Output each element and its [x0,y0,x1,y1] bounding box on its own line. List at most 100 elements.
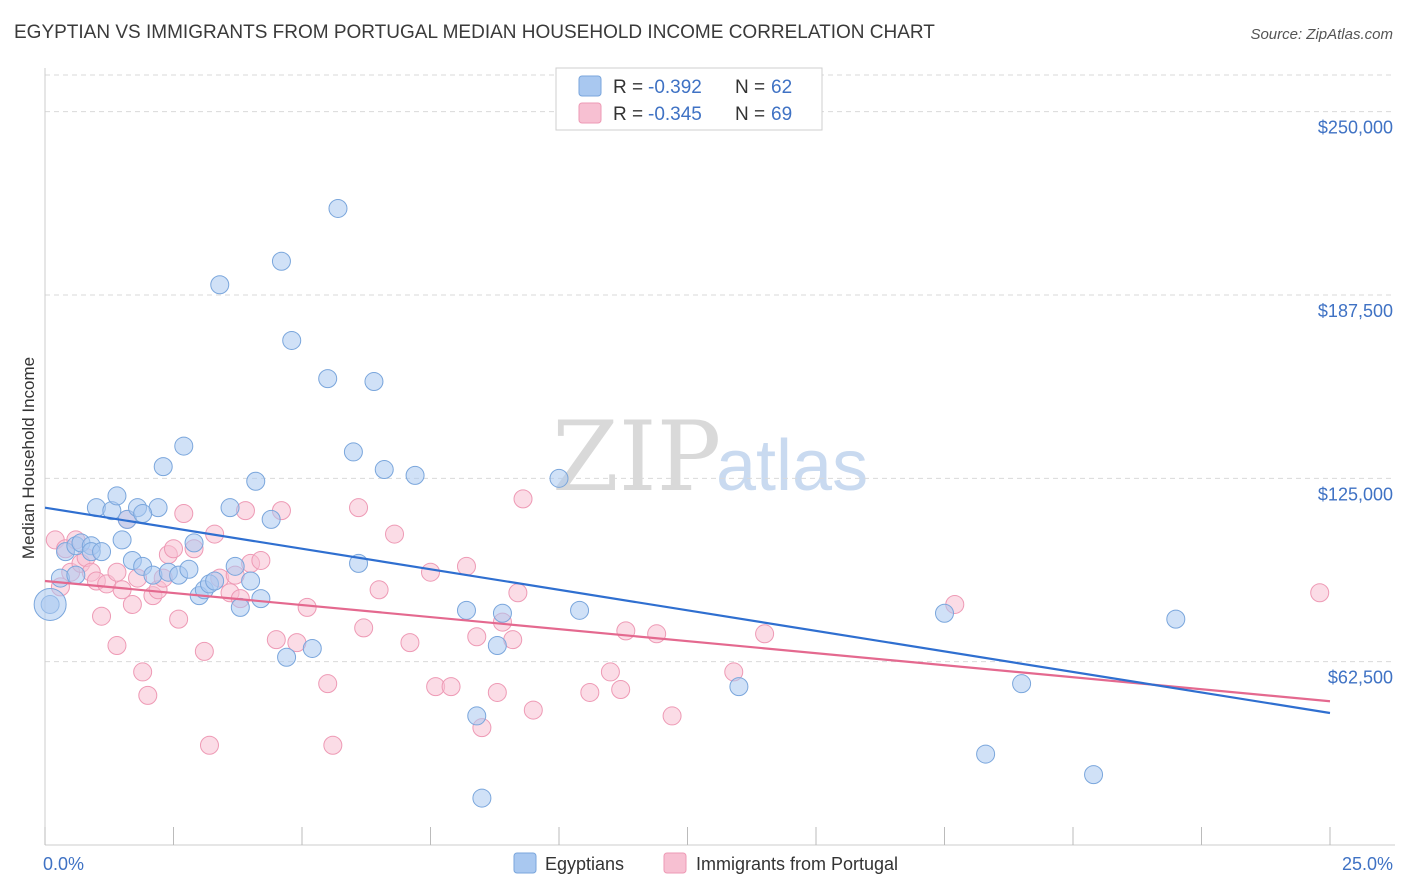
legend-n-value-egyptians: 62 [771,77,792,98]
x-tick-label-min: 0.0% [43,854,84,874]
portugal-point [107,636,127,656]
egyptians-point [153,457,173,477]
legend-r-value-egyptians: -0.392 [648,77,702,98]
egyptians-point [976,744,996,764]
egyptians-point [205,571,225,591]
egyptians-point [184,533,204,553]
egyptians-point [282,330,302,350]
egyptians-point [251,589,271,609]
axes [44,68,1395,846]
portugal-point [235,501,255,521]
egyptians-point [143,565,163,585]
portugal-point [169,609,189,629]
portugal-point [523,700,543,720]
portugal-point [616,621,636,641]
portugal-point [318,674,338,694]
bottom-legend-swatch-portugal [663,852,687,874]
bottom-legend-label-egyptians: Egyptians [545,854,624,874]
correlation-legend: R = -0.392 N = 62 R = -0.345 N = 69 [555,67,823,131]
egyptians-point [225,556,245,576]
egyptians-point [133,504,153,524]
egyptians-point [467,706,487,726]
egyptians-point [729,677,749,697]
portugal-point [467,627,487,647]
y-tick-label: $250,000 [1318,118,1393,138]
series-portugal-points [45,489,1330,755]
portugal-point [580,682,600,702]
egyptians-point [487,636,507,656]
egyptians-point [472,788,492,808]
portugal-point [441,677,461,697]
x-tick-labels: 0.0% 25.0% [43,854,1393,874]
portugal-point [611,680,631,700]
portugal-point [138,685,158,705]
portugal-point [647,624,667,644]
y-tick-label: $125,000 [1318,484,1393,504]
egyptians-point [364,372,384,392]
watermark: ZIP atlas [552,401,868,513]
egyptians-point [241,571,261,591]
portugal-point [508,583,528,603]
egyptians-point [935,603,954,623]
egyptians-point [318,369,338,389]
portugal-point [354,618,374,638]
portugal-point [662,706,682,726]
portugal-point [600,662,620,682]
egyptians-point [271,251,291,271]
egyptians-point [261,509,281,529]
egyptians-point [549,468,569,488]
portugal-point [456,556,476,576]
egyptians-point [230,597,250,617]
egyptians-point [246,471,266,491]
portugal-point [174,504,194,524]
egyptians-point [1012,674,1032,694]
x-tick-label-max: 25.0% [1342,854,1393,874]
egyptians-point [302,638,322,658]
portugal-point [92,606,112,626]
portugal-point [122,594,142,614]
portugal-point [266,630,286,650]
egyptians-point [210,275,230,295]
egyptians-point [374,460,394,480]
portugal-point [755,624,775,644]
egyptians-point [328,198,348,218]
legend-r-label-portugal: R = [613,104,643,125]
egyptians-point [179,559,199,579]
legend-n-label-egyptians: N = [735,77,765,98]
portugal-point [369,580,389,600]
egyptians-point [220,498,240,518]
egyptians-point [66,565,86,585]
bottom-legend-label-portugal: Immigrants from Portugal [696,854,898,874]
legend-r-value-portugal: -0.345 [648,104,702,125]
egyptians-point [112,530,132,550]
y-axis-label: Median Household Income [19,357,38,559]
egyptians-trend-line [44,506,1331,715]
portugal-point [400,633,420,653]
portugal-trend-line [44,579,1331,703]
watermark-zip: ZIP [552,401,721,513]
egyptians-point [1084,765,1104,785]
chart-source: Source: ZipAtlas.com [1250,26,1393,43]
portugal-point [297,597,317,617]
legend-r-label-egyptians: R = [613,77,643,98]
egyptians-point [174,436,194,456]
portugal-point [164,539,183,559]
egyptians-point [50,568,70,588]
egyptians-point [92,542,112,562]
egyptians-point [343,442,363,462]
trend-lines [44,506,1331,715]
portugal-point [323,735,343,755]
egyptians-point [107,486,127,506]
y-tick-label: $187,500 [1318,301,1393,321]
egyptians-point [456,600,476,620]
watermark-atlas: atlas [716,426,868,506]
portugal-point [133,662,153,682]
egyptians-point [277,647,297,667]
portugal-point [107,562,127,582]
legend-n-label-portugal: N = [735,104,765,125]
portugal-point [251,550,271,570]
egyptians-point [405,465,425,485]
portugal-point [194,641,214,661]
series-legend: Egyptians Immigrants from Portugal [513,852,898,874]
